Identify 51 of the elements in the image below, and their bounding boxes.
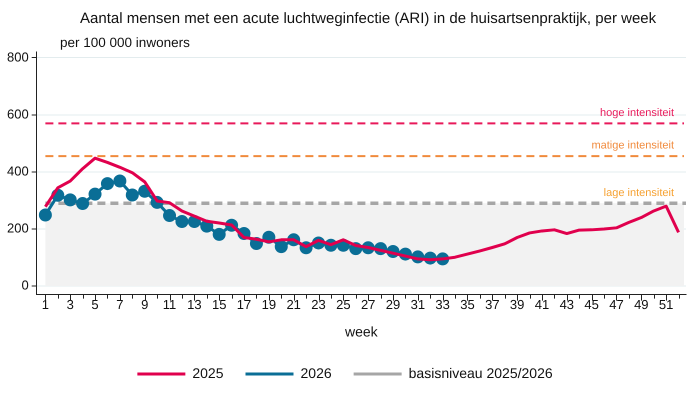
point bbox=[64, 193, 77, 206]
point bbox=[88, 188, 102, 201]
point bbox=[212, 228, 226, 241]
point bbox=[38, 208, 52, 222]
x-tick-label: 1 bbox=[42, 296, 49, 312]
legend-label: basisniveau 2025/2026 bbox=[408, 364, 553, 381]
x-tick-label: 3 bbox=[66, 296, 74, 312]
x-tick-label: 5 bbox=[91, 296, 99, 312]
y-tick-label: 400 bbox=[6, 163, 29, 178]
x-tick-label: 21 bbox=[286, 296, 301, 312]
legend-label: 2026 bbox=[300, 364, 332, 381]
x-tick-label: 15 bbox=[212, 296, 226, 312]
x-tick-label: 47 bbox=[609, 296, 624, 312]
point bbox=[274, 240, 288, 254]
x-tick-label: 29 bbox=[386, 296, 400, 312]
x-tick-label: 35 bbox=[460, 296, 475, 312]
x-tick-label: 7 bbox=[116, 296, 124, 312]
x-tick-label: 37 bbox=[485, 296, 500, 312]
point bbox=[163, 209, 176, 222]
annotation: lage intensiteit bbox=[604, 186, 674, 199]
point bbox=[113, 174, 126, 188]
x-tick-label: 49 bbox=[634, 296, 649, 312]
y-tick-label: 800 bbox=[6, 49, 29, 64]
ref-line-label: matige intensiteit bbox=[591, 140, 674, 152]
x-tick-label: 17 bbox=[236, 296, 252, 312]
point bbox=[100, 177, 114, 190]
x-tick-label: 33 bbox=[435, 296, 450, 312]
x-tick-label: 51 bbox=[658, 296, 674, 312]
x-tick-label: 11 bbox=[162, 296, 176, 312]
chart-title: Aantal mensen met een acute luchtweginfectie (ARI) in de huisartsenpraktijk, per week bbox=[80, 10, 656, 27]
x-axis-title: week bbox=[344, 323, 379, 340]
x-tick-label: 31 bbox=[410, 296, 426, 312]
x-tick-label: 39 bbox=[510, 296, 524, 312]
point bbox=[126, 188, 139, 202]
x-tick-label: 27 bbox=[360, 296, 376, 312]
y-tick-label: 0 bbox=[21, 278, 29, 293]
chart-subtitle: per 100 000 inwoners bbox=[60, 35, 190, 50]
x-tick-label: 19 bbox=[262, 296, 276, 312]
y-tick-label: 200 bbox=[6, 220, 29, 236]
x-tick-label: 45 bbox=[584, 296, 599, 312]
ref-line-label: hoge intensiteit bbox=[600, 106, 674, 119]
point bbox=[175, 215, 188, 228]
x-tick-label: 13 bbox=[187, 296, 202, 312]
x-tick-label: 41 bbox=[534, 296, 550, 312]
x-tick-label: 43 bbox=[560, 296, 574, 312]
y-tick-label: 600 bbox=[6, 106, 29, 122]
legend-label: 2025 bbox=[192, 364, 224, 381]
x-tick-label: 25 bbox=[336, 296, 351, 312]
x-tick-label: 9 bbox=[141, 296, 148, 312]
point bbox=[76, 197, 90, 210]
x-tick-label: 23 bbox=[311, 296, 326, 312]
